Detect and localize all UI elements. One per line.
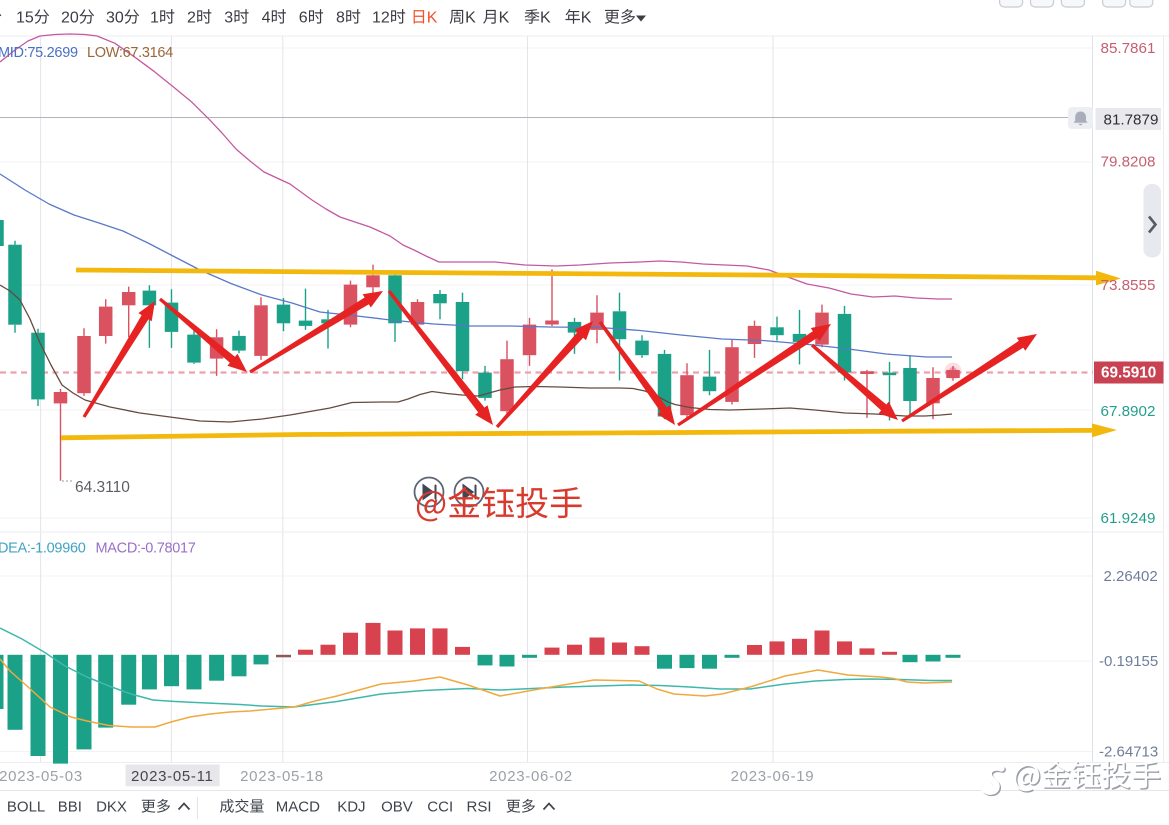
svg-text:61.9249: 61.9249 bbox=[1101, 510, 1156, 527]
svg-text:OBV: OBV bbox=[381, 799, 413, 816]
svg-text:-0.19155: -0.19155 bbox=[1099, 653, 1158, 670]
svg-text:MACD: MACD bbox=[276, 799, 320, 816]
svg-text:2023-05-11: 2023-05-11 bbox=[131, 768, 214, 785]
svg-text:6: 6 bbox=[299, 10, 308, 27]
svg-text:RSI: RSI bbox=[467, 799, 492, 816]
svg-text:BBI: BBI bbox=[58, 799, 82, 816]
svg-text:2: 2 bbox=[187, 10, 196, 27]
svg-text:CCI: CCI bbox=[427, 799, 453, 816]
svg-text:79.8208: 79.8208 bbox=[1101, 154, 1156, 171]
svg-text:85.7861: 85.7861 bbox=[1101, 40, 1156, 57]
svg-text:64.3110: 64.3110 bbox=[75, 479, 130, 496]
svg-text:LOW:67.3164: LOW:67.3164 bbox=[87, 45, 173, 61]
svg-text:4: 4 bbox=[262, 10, 271, 27]
svg-text:KDJ: KDJ bbox=[337, 799, 365, 816]
svg-text:DEA:-1.09960: DEA:-1.09960 bbox=[0, 541, 86, 557]
svg-text:3: 3 bbox=[224, 10, 233, 27]
svg-text:20: 20 bbox=[61, 10, 79, 27]
svg-text:K: K bbox=[427, 10, 438, 27]
svg-text:2023-05-03: 2023-05-03 bbox=[0, 768, 83, 785]
svg-text:12: 12 bbox=[372, 10, 390, 27]
svg-text:15: 15 bbox=[16, 10, 34, 27]
svg-text:2023-06-19: 2023-06-19 bbox=[731, 768, 815, 785]
svg-text:DKX: DKX bbox=[96, 799, 127, 816]
svg-text:MID:75.2699: MID:75.2699 bbox=[0, 45, 78, 61]
svg-text:2023-05-18: 2023-05-18 bbox=[240, 768, 324, 785]
svg-text:8: 8 bbox=[336, 10, 345, 27]
svg-text:2023-06-02: 2023-06-02 bbox=[489, 768, 573, 785]
svg-text:2.26402: 2.26402 bbox=[1104, 568, 1158, 585]
svg-text:MACD:-0.78017: MACD:-0.78017 bbox=[96, 541, 196, 557]
svg-text:73.8555: 73.8555 bbox=[1101, 277, 1156, 294]
svg-text:69.5910: 69.5910 bbox=[1101, 365, 1156, 382]
svg-text:K: K bbox=[499, 10, 510, 27]
svg-text:K: K bbox=[581, 10, 592, 27]
svg-text:1: 1 bbox=[150, 10, 159, 27]
svg-text:BOLL: BOLL bbox=[7, 799, 45, 816]
svg-text:-2.64713: -2.64713 bbox=[1099, 744, 1158, 761]
svg-text:K: K bbox=[540, 10, 551, 27]
svg-text:30: 30 bbox=[106, 10, 124, 27]
svg-text:81.7879: 81.7879 bbox=[1104, 112, 1159, 129]
svg-text:67.8902: 67.8902 bbox=[1101, 403, 1156, 420]
svg-text:K: K bbox=[465, 10, 476, 27]
